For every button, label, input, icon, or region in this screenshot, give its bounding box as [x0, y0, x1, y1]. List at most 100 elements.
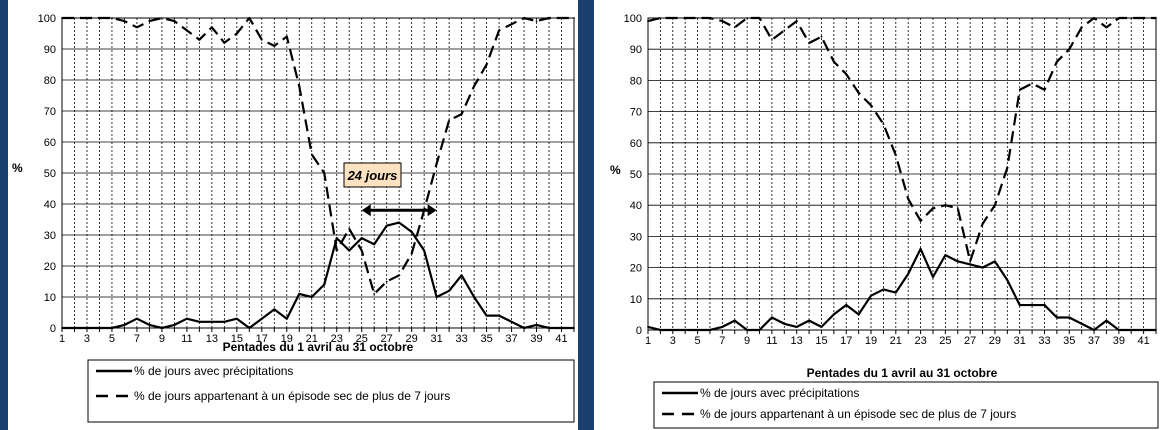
data-point: [671, 17, 674, 19]
y-tick-label: 10: [630, 294, 642, 306]
x-tick-label: 35: [480, 333, 492, 345]
y-tick-label: 10: [44, 292, 56, 304]
data-point: [61, 327, 63, 329]
data-point: [423, 249, 426, 252]
x-tick-label: 29: [406, 333, 418, 345]
x-tick-label: 5: [109, 333, 115, 345]
data-point: [981, 223, 984, 225]
data-point: [485, 314, 488, 317]
annotation-label: 24 jours: [347, 168, 398, 183]
chart-panel-right: 0 10 20 30 40 50 60 70 80 90 100 1 3 5 7 9 11 13 15 17 19 21 2…: [594, 0, 1162, 430]
data-point: [148, 20, 151, 22]
data-point: [173, 324, 176, 326]
data-point: [123, 20, 126, 22]
x-axis-title: Pentades du 1 avril au 31 octobre: [807, 366, 998, 380]
data-point: [185, 29, 188, 32]
data-point: [161, 17, 163, 19]
data-point: [956, 260, 959, 263]
data-point: [360, 237, 363, 240]
data-point: [298, 85, 301, 88]
y-tick-label: 70: [44, 106, 56, 118]
data-point: [956, 207, 959, 210]
data-point: [696, 329, 699, 331]
y-tick-label: 0: [50, 323, 56, 335]
data-point: [373, 243, 376, 246]
data-point: [460, 113, 463, 115]
data-point: [510, 320, 513, 323]
data-point: [795, 325, 798, 328]
data-point: [535, 324, 538, 326]
x-tick-label: 13: [791, 335, 803, 347]
x-tick-label: 3: [84, 333, 90, 345]
x-tick-label: 15: [815, 335, 827, 347]
data-point: [198, 320, 201, 323]
data-point: [832, 313, 835, 316]
data-point: [310, 153, 313, 156]
x-tick-label: 33: [1038, 335, 1050, 347]
x-tick-label: 27: [381, 333, 393, 345]
y-tick-label: 70: [630, 107, 642, 119]
data-point: [260, 38, 263, 41]
data-point: [746, 329, 749, 331]
data-point: [647, 325, 649, 328]
data-point: [398, 274, 401, 277]
y-tick-label: 30: [44, 230, 56, 242]
data-point: [1006, 279, 1009, 281]
data-point: [684, 17, 687, 19]
data-point: [123, 324, 126, 326]
data-point: [460, 274, 463, 277]
data-point: [1105, 26, 1108, 29]
data-point: [932, 276, 934, 278]
data-point: [1068, 316, 1071, 319]
data-point: [510, 23, 513, 26]
data-point: [473, 296, 475, 298]
x-axis-title: Pentades du 1 avril au 31 octobre: [223, 340, 414, 354]
data-point: [448, 119, 451, 122]
data-point: [1155, 17, 1157, 19]
x-tick-label: 25: [939, 335, 951, 347]
data-point: [1043, 88, 1046, 91]
annotation-arrowhead-left: [361, 204, 371, 217]
data-point: [919, 247, 922, 250]
legend-label-dry-spell: % de jours appartenant à un épisode sec …: [134, 389, 450, 403]
y-tick-label: 30: [630, 231, 642, 243]
data-point: [435, 162, 438, 165]
data-point: [1031, 82, 1033, 85]
x-tick-label: 31: [1014, 335, 1026, 347]
data-point: [857, 91, 860, 94]
y-axis-label: %: [610, 163, 621, 177]
x-tick-label: 23: [331, 333, 343, 345]
data-point: [248, 17, 251, 19]
x-tick-label: 17: [840, 335, 852, 347]
data-point: [473, 85, 475, 88]
x-tick-label: 13: [206, 333, 218, 345]
legend-box: [653, 381, 1159, 429]
data-point: [210, 26, 213, 29]
data-point: [981, 266, 984, 269]
data-point: [260, 317, 263, 320]
y-tick-label: 90: [44, 44, 56, 56]
data-point: [659, 329, 662, 331]
x-tick-label: 19: [281, 333, 293, 345]
data-point: [136, 317, 138, 320]
data-point: [746, 17, 749, 19]
data-point: [944, 254, 947, 257]
data-point: [73, 327, 76, 329]
data-point: [894, 291, 897, 294]
x-tick-label: 25: [356, 333, 368, 345]
data-point: [1117, 329, 1120, 331]
data-point: [485, 63, 488, 66]
data-point: [795, 20, 798, 23]
data-point: [173, 20, 176, 22]
x-tick-label: 21: [890, 335, 902, 347]
data-point: [1093, 329, 1095, 331]
data-point: [1055, 60, 1058, 63]
x-tick-label: 11: [766, 335, 777, 347]
data-point: [932, 207, 934, 210]
x-tick-label: 7: [134, 333, 140, 345]
data-point: [335, 237, 338, 240]
data-point: [857, 313, 860, 316]
data-point: [1117, 17, 1120, 19]
data-point: [435, 296, 438, 298]
